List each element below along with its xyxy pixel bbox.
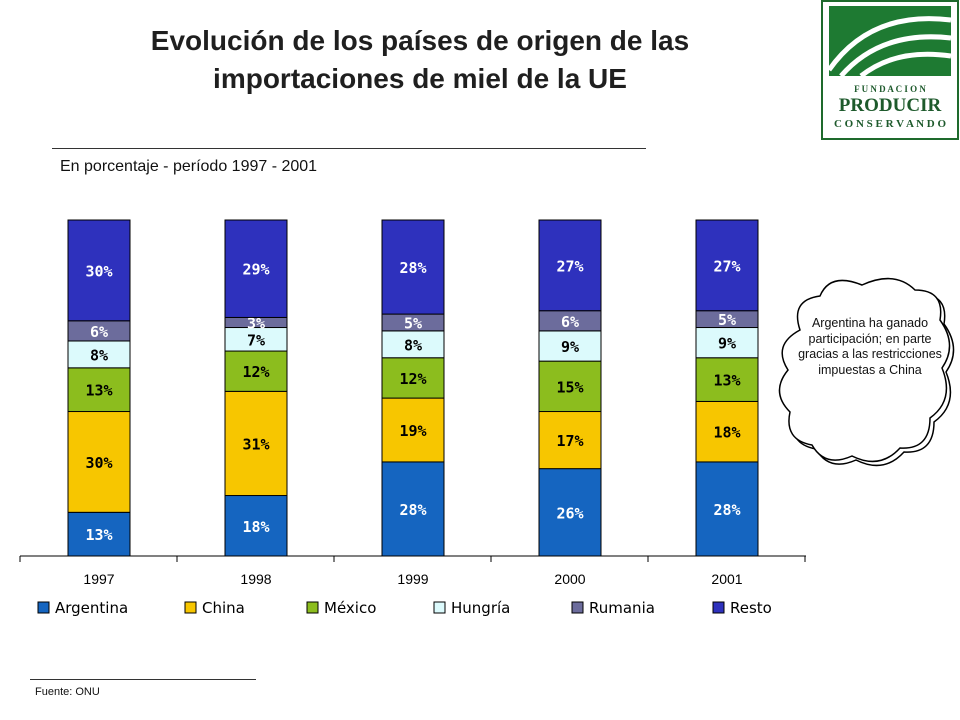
data-label-argentina-2001: 28% bbox=[713, 501, 740, 519]
bars-group: 13% 30% 13% 8% 6% 30% 18% 31% 12% 7%3% 29% 28% 19% 12… bbox=[67, 219, 759, 557]
bar-argentina-1998 bbox=[224, 495, 288, 557]
data-label-argentina-1998: 18% bbox=[242, 518, 269, 536]
data-label-rumania-1997: 6% bbox=[90, 323, 108, 341]
data-label-hungría-2001: 9% bbox=[718, 335, 736, 353]
x-tick-label-2001: 2001 bbox=[711, 571, 742, 587]
x-axis: 1997 1998 1999 2000 2001 bbox=[19, 555, 806, 587]
data-label-méxico-1999: 12% bbox=[399, 370, 426, 388]
data-label-resto-1998: 29% bbox=[242, 261, 269, 279]
legend-label-china: China bbox=[202, 599, 245, 617]
legend-swatch-rumania bbox=[571, 601, 584, 614]
data-label-rumania-1998: 3% bbox=[247, 314, 265, 332]
x-tick-label-1997: 1997 bbox=[83, 571, 114, 587]
legend-swatch-argentina bbox=[37, 601, 50, 614]
legend-swatch-china bbox=[184, 601, 197, 614]
bar-resto-2001 bbox=[695, 219, 759, 312]
legend-label-argentina: Argentina bbox=[55, 599, 128, 617]
svg-text:F U N D A C I O N: F U N D A C I O N bbox=[854, 84, 926, 94]
data-label-resto-2001: 27% bbox=[713, 257, 740, 275]
data-label-resto-1997: 30% bbox=[85, 262, 112, 280]
svg-text:PRODUCIR: PRODUCIR bbox=[839, 95, 942, 116]
data-label-hungría-1999: 8% bbox=[404, 336, 422, 354]
bar-china-2000 bbox=[538, 411, 602, 470]
data-label-hungría-1998: 7% bbox=[247, 331, 265, 349]
data-label-argentina-1999: 28% bbox=[399, 501, 426, 519]
data-label-argentina-2000: 26% bbox=[556, 504, 583, 522]
bar-resto-1999 bbox=[381, 219, 445, 315]
legend-label-rumania: Rumania bbox=[589, 599, 655, 617]
bar-argentina-1999 bbox=[381, 461, 445, 557]
data-label-china-1998: 31% bbox=[242, 435, 269, 453]
data-label-rumania-1999: 5% bbox=[404, 314, 422, 332]
bar-méxico-2000 bbox=[538, 360, 602, 413]
data-label-china-2001: 18% bbox=[713, 424, 740, 442]
data-label-hungría-1997: 8% bbox=[90, 346, 108, 364]
x-tick-label-1999: 1999 bbox=[397, 571, 428, 587]
data-label-china-1997: 30% bbox=[85, 454, 112, 472]
fundacion-producir-conservando-logo: F U N D A C I O N PRODUCIR C O N S E R V… bbox=[821, 0, 959, 140]
bar-hungría-2001 bbox=[695, 327, 759, 359]
legend: Argentina China México Hungría Rumania Resto bbox=[37, 599, 772, 617]
source-note: Fuente: ONU bbox=[35, 686, 100, 698]
data-label-china-2000: 17% bbox=[556, 432, 583, 450]
bar-hungría-1999 bbox=[381, 330, 445, 359]
bar-hungría-1997 bbox=[67, 340, 131, 369]
data-label-méxico-1997: 13% bbox=[85, 382, 112, 400]
svg-text:C O N S E R V A N D O: C O N S E R V A N D O bbox=[834, 118, 947, 130]
source-divider bbox=[30, 679, 256, 680]
chart-subtitle: En porcentaje - período 1997 - 2001 bbox=[60, 158, 318, 175]
x-tick-label-2000: 2000 bbox=[554, 571, 585, 587]
data-label-argentina-1997: 13% bbox=[85, 526, 112, 544]
legend-label-méxico: México bbox=[324, 599, 376, 617]
bar-china-1997 bbox=[67, 411, 131, 513]
bar-méxico-2001 bbox=[695, 357, 759, 402]
legend-swatch-resto bbox=[712, 601, 725, 614]
data-label-rumania-2000: 6% bbox=[561, 313, 579, 331]
data-label-méxico-1998: 12% bbox=[242, 363, 269, 381]
bar-china-1999 bbox=[381, 397, 445, 463]
bar-resto-2000 bbox=[538, 219, 602, 312]
data-label-hungría-2000: 9% bbox=[561, 338, 579, 356]
data-label-rumania-2001: 5% bbox=[718, 311, 736, 329]
legend-swatch-hungría bbox=[433, 601, 446, 614]
bar-resto-1998 bbox=[224, 219, 288, 318]
data-label-resto-1999: 28% bbox=[399, 259, 426, 277]
title-divider bbox=[52, 148, 646, 149]
legend-swatch-méxico bbox=[306, 601, 319, 614]
bar-resto-1997 bbox=[67, 219, 131, 322]
callout-cloud bbox=[778, 277, 955, 467]
bar-argentina-2001 bbox=[695, 461, 759, 557]
data-label-resto-2000: 27% bbox=[556, 257, 583, 275]
data-label-méxico-2000: 15% bbox=[556, 378, 583, 396]
data-label-méxico-2001: 13% bbox=[713, 372, 740, 390]
callout-text: Argentina ha ganado participación; en pa… bbox=[798, 316, 942, 377]
legend-label-resto: Resto bbox=[730, 599, 772, 617]
bar-china-2001 bbox=[695, 400, 759, 463]
bar-china-1998 bbox=[224, 390, 288, 497]
x-tick-label-1998: 1998 bbox=[240, 571, 271, 587]
bar-argentina-2000 bbox=[538, 468, 602, 557]
data-label-china-1999: 19% bbox=[399, 422, 426, 440]
legend-label-hungría: Hungría bbox=[451, 599, 510, 617]
chart-title: Evolución de los países de origen de las… bbox=[150, 25, 690, 94]
